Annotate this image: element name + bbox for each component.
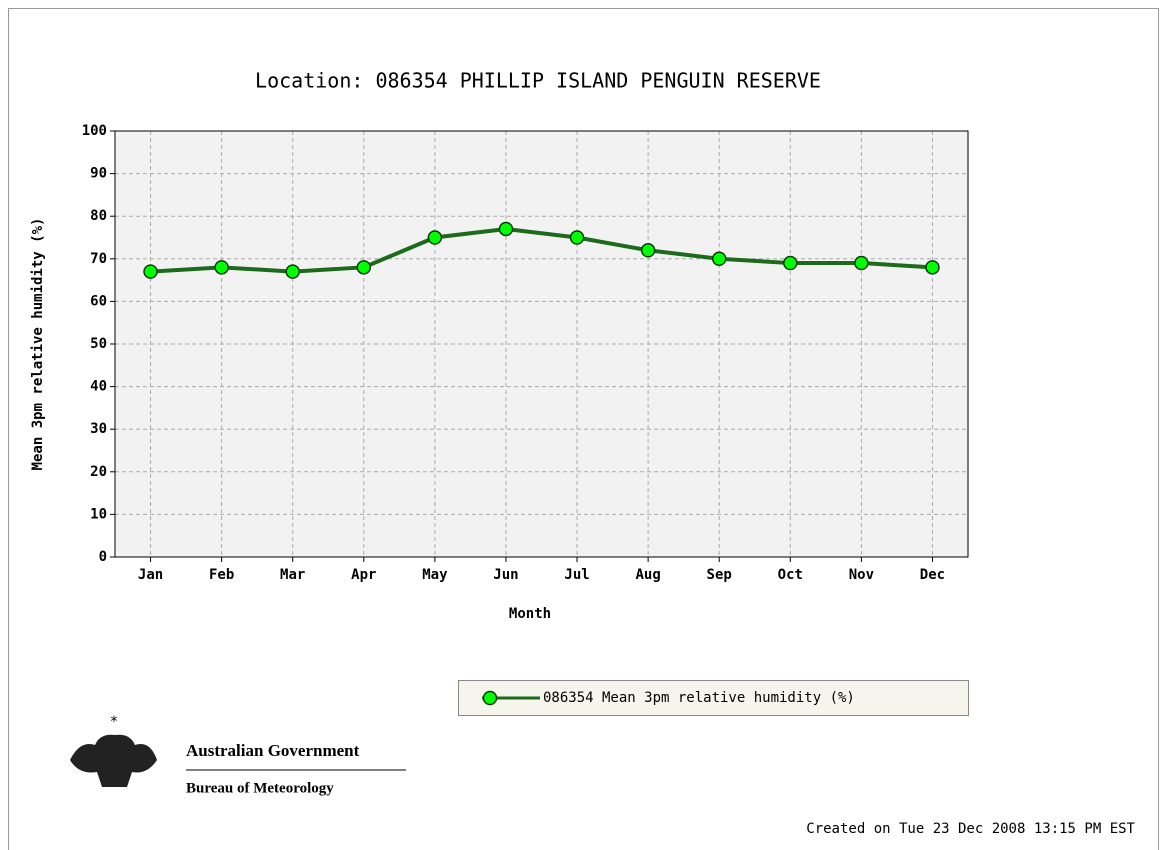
legend-marker <box>482 690 498 706</box>
point <box>285 264 300 279</box>
x-tick-label: Dec <box>920 567 945 583</box>
x-tick-label: Feb <box>209 567 234 583</box>
y-axis-label: Mean 3pm relative humidity (%) <box>30 218 46 471</box>
logo: * Australian Government Bureau of Meteor… <box>70 714 406 796</box>
y-tick-label: 80 <box>90 208 107 224</box>
legend-label: 086354 Mean 3pm relative humidity (%) <box>543 690 855 706</box>
x-axis-label: Month <box>509 606 551 622</box>
plot-border <box>114 130 969 558</box>
series-line <box>150 226 933 274</box>
point <box>783 255 798 271</box>
footer-created: Created on Tue 23 Dec 2008 13:15 PM EST <box>806 821 1135 837</box>
x-tick-label: Jul <box>564 567 589 583</box>
point <box>427 230 443 245</box>
legend: 086354 Mean 3pm relative humidity (%) <box>458 680 969 716</box>
y-tick-label: 30 <box>90 421 107 437</box>
y-tick-label: 20 <box>90 464 107 480</box>
x-tick-label: Aug <box>635 567 660 583</box>
y-tick-label: 70 <box>90 251 107 267</box>
point <box>143 264 158 279</box>
crest <box>70 734 157 787</box>
y-tick-label: 90 <box>90 166 107 182</box>
x-tick-label: Mar <box>280 567 305 583</box>
point <box>498 221 514 237</box>
point <box>640 243 656 258</box>
x-tick-label: Jan <box>138 567 163 583</box>
point <box>854 255 869 271</box>
logo-line2: Bureau of Meteorology <box>186 780 334 796</box>
x-tick-label: Jun <box>493 567 518 583</box>
x-tick-label: May <box>422 567 448 583</box>
x-tick-label: Nov <box>849 567 874 583</box>
point <box>569 230 585 245</box>
logo-line1: Australian Government <box>186 741 360 760</box>
legend-box <box>458 680 969 716</box>
y-tick-label: 0 <box>99 549 107 565</box>
y-tick-label: 10 <box>90 506 107 522</box>
point <box>711 251 727 267</box>
x-tick-label: Apr <box>351 567 376 583</box>
x-tick-label: Sep <box>707 567 732 583</box>
y-tick-label: 40 <box>90 379 107 395</box>
point <box>356 260 372 275</box>
point <box>925 260 940 275</box>
point <box>214 260 229 275</box>
chart-title: Location: 086354 PHILLIP ISLAND PENGUIN … <box>255 69 821 93</box>
y-tick-label: 100 <box>82 123 107 139</box>
y-tick-label: 60 <box>90 293 107 309</box>
y-tick-label: 50 <box>90 336 107 352</box>
crest-star: * <box>110 714 118 730</box>
x-tick-label: Oct <box>778 567 803 583</box>
